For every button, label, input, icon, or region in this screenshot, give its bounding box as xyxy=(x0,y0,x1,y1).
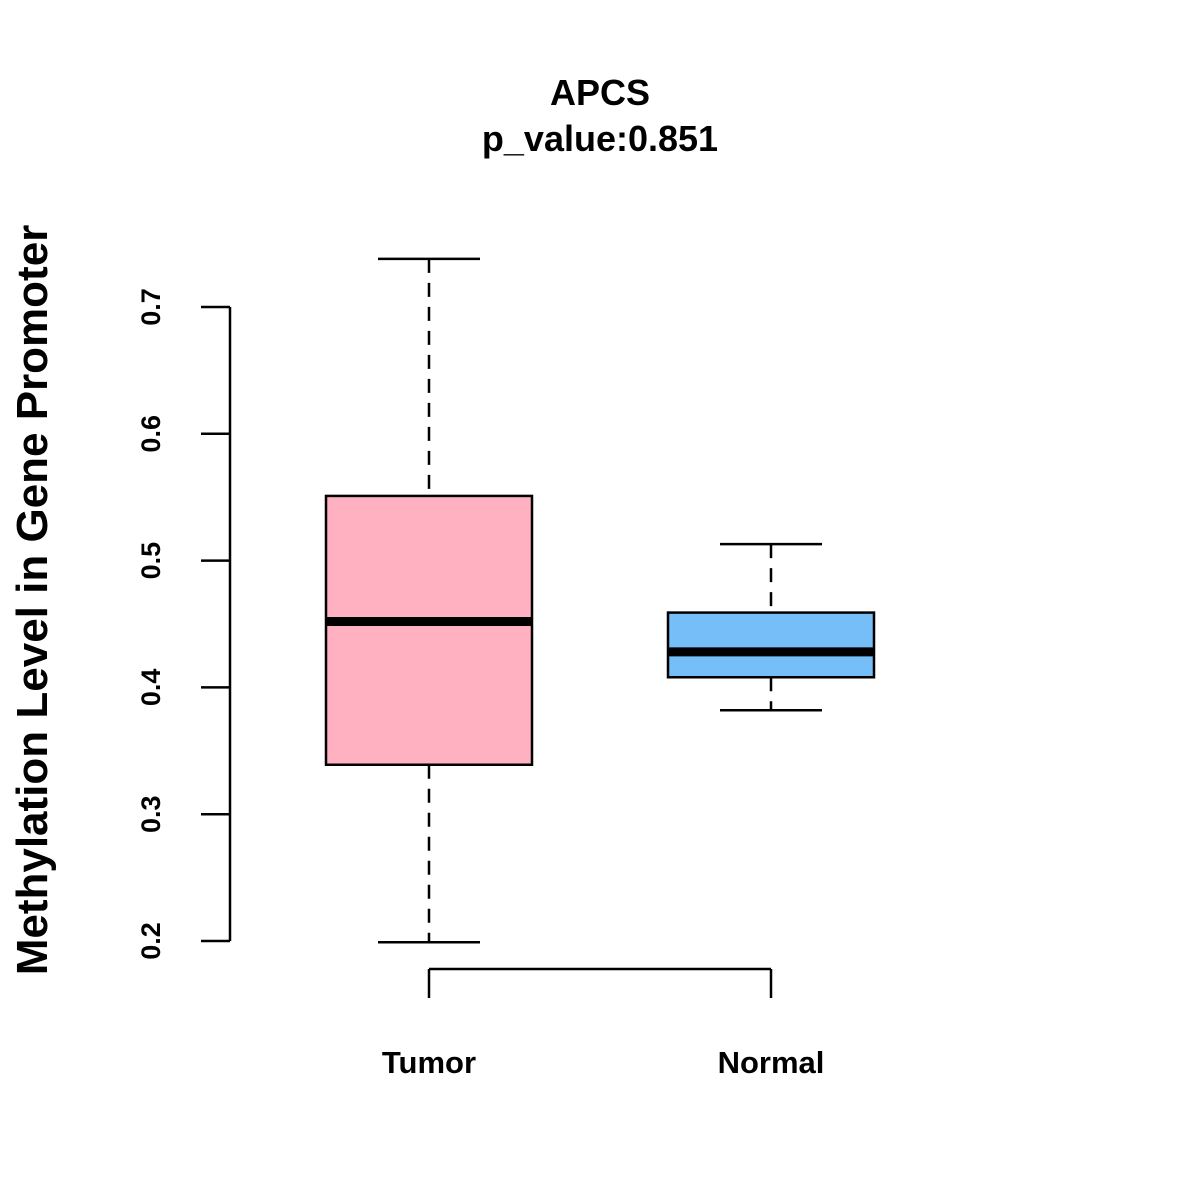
y-tick-label: 0.4 xyxy=(136,669,166,707)
y-tick-label: 0.3 xyxy=(136,795,166,833)
y-axis-label: Methylation Level in Gene Promoter xyxy=(8,225,57,976)
y-tick-label: 0.5 xyxy=(136,542,166,580)
box-tumor xyxy=(324,257,534,944)
y-axis: 0.2 0.3 0.4 0.5 0.6 0.7 xyxy=(136,288,232,960)
y-tick-label: 0.7 xyxy=(136,288,166,326)
x-category-label: Tumor xyxy=(382,1045,476,1080)
chart-title: APCS xyxy=(550,72,650,113)
iqr-box xyxy=(324,494,534,766)
y-tick-label: 0.6 xyxy=(136,415,166,453)
y-tick-label: 0.2 xyxy=(136,922,166,960)
chart-subtitle: p_value:0.851 xyxy=(482,118,718,159)
iqr-box xyxy=(666,611,876,679)
boxes-group xyxy=(324,257,876,944)
x-category-label: Normal xyxy=(718,1045,825,1080)
x-axis: Tumor Normal xyxy=(382,967,825,1080)
box-normal xyxy=(666,542,876,712)
